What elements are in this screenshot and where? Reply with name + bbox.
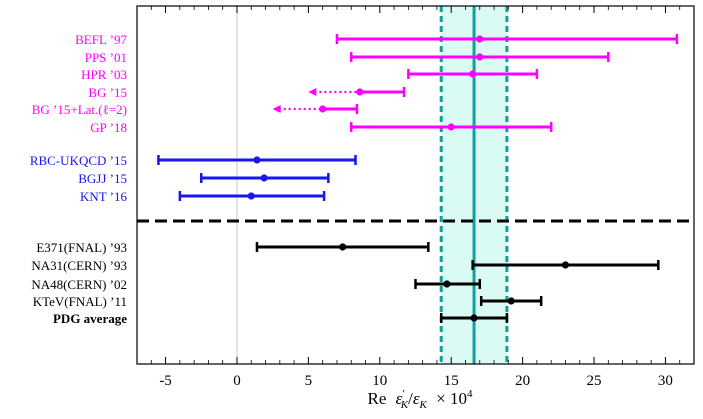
x-axis-label-times: × 10 (436, 389, 467, 408)
band-layer (439, 6, 509, 364)
central-value-point (319, 105, 327, 113)
x-tick-label: 0 (233, 373, 241, 389)
x-tick-label: -5 (159, 373, 172, 389)
row-label: BG ’15 (88, 85, 127, 100)
errorbar-8 (178, 191, 326, 201)
x-tick-label: 25 (587, 373, 602, 389)
errorbar-10 (471, 260, 660, 270)
x-tick-label: 15 (444, 373, 459, 389)
reference-layer (137, 6, 694, 364)
row-label: KTeV(FNAL) ’11 (33, 294, 127, 309)
frame-layer (136, 5, 695, 365)
central-value-point (447, 123, 455, 131)
errorbars-layer (157, 34, 679, 323)
central-value-point (247, 192, 255, 200)
central-value-point (260, 174, 268, 182)
central-value-point (561, 261, 570, 269)
x-tick-label: 10 (372, 373, 387, 389)
row-label: HPR ’03 (81, 67, 127, 82)
row-label: E371(FNAL) ’93 (36, 240, 127, 255)
plot-frame (136, 5, 695, 365)
row-label: GP ’18 (90, 120, 127, 135)
lower-limit-arrow (272, 105, 281, 113)
x-axis-label-sub-k2: K (419, 399, 428, 411)
errorbar-6 (157, 155, 357, 165)
central-value-point (339, 243, 347, 251)
x-tick-label: 30 (658, 373, 673, 389)
row-label: RBC-UKQCD ’15 (30, 153, 127, 168)
row-label: PDG average (53, 311, 127, 326)
x-axis-label: Re ε′ K/εK × 104 (368, 388, 473, 412)
row-label: BEFL ’97 (75, 32, 127, 47)
row-label: BGJJ ’15 (78, 171, 127, 186)
row-label: KNT ’16 (80, 189, 128, 204)
errorbar-2 (407, 69, 539, 79)
row-label: NA48(CERN) ’02 (31, 277, 127, 292)
central-value-point (507, 297, 515, 305)
row-label: PPS ’01 (85, 50, 127, 65)
central-value-point (356, 88, 364, 96)
errorbar-0 (335, 34, 679, 44)
errorbar-1 (349, 52, 610, 62)
central-value-point (470, 314, 478, 322)
x-axis-label-re: Re (368, 389, 387, 408)
x-axis-label-epsilon2: ε (413, 389, 420, 408)
row-labels-layer: BEFL ’97 PPS ’01 HPR ’03 BG ’15 BG ’15+Lat.(… (30, 32, 128, 326)
errorbar-13 (439, 313, 509, 323)
errorbar-4 (272, 104, 359, 114)
x-axis-label-epsilon: ε (396, 389, 403, 408)
errorbar-9 (255, 242, 430, 252)
central-value-point (476, 35, 484, 43)
central-value-point (476, 53, 484, 61)
x-tick-label: 5 (305, 373, 313, 389)
lower-limit-arrow (308, 88, 317, 96)
x-axis-label-prime: ′ (402, 388, 404, 400)
errorbar-12 (479, 296, 543, 306)
central-value-point (253, 156, 261, 164)
x-axis-label-sub-k: K (400, 399, 409, 411)
x-axis-label-exponent: 4 (467, 388, 473, 400)
row-label: NA31(CERN) ’93 (31, 258, 127, 273)
x-axis-label-slash: / (408, 389, 413, 408)
central-value-point (443, 280, 451, 288)
errorbar-7 (200, 173, 330, 183)
errorbar-11 (414, 279, 482, 289)
errorbar-5 (349, 122, 553, 132)
x-tick-label: 20 (515, 373, 530, 389)
row-label: BG ’15+Lat.(ℓ=2) (32, 102, 127, 117)
errorbar-3 (308, 87, 406, 97)
central-value-point (469, 70, 477, 78)
ticks-layer: -5 0 5 10 15 20 25 30 (136, 6, 695, 389)
